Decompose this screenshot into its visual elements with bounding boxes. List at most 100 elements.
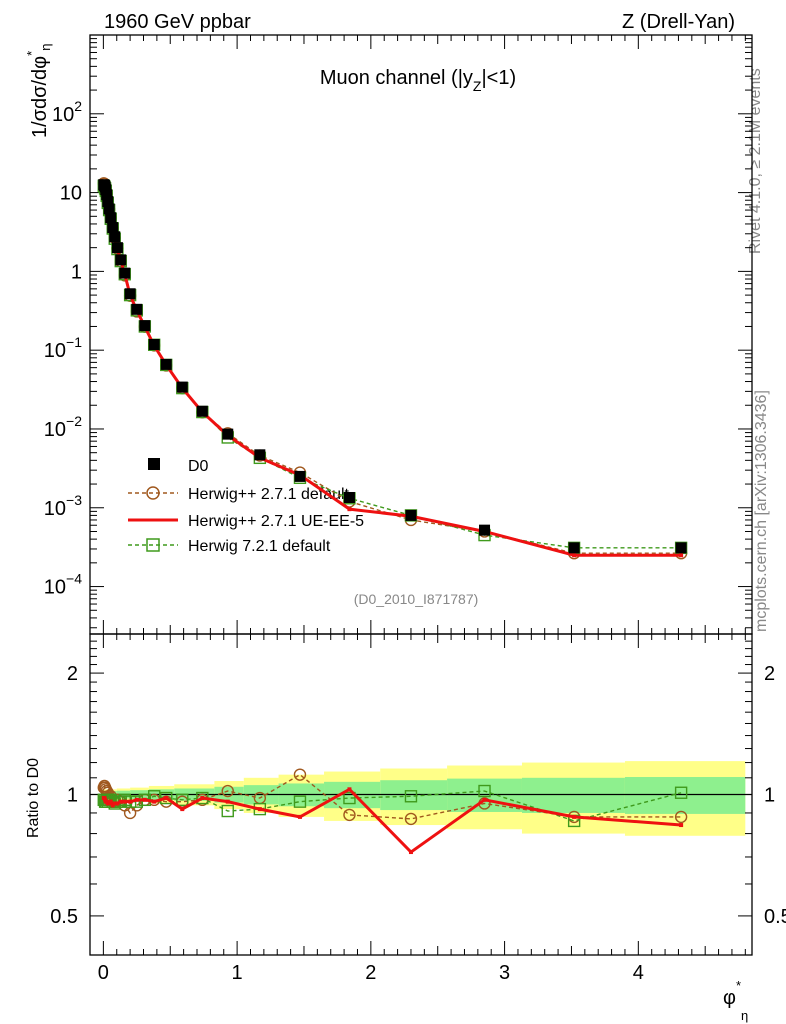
legend-marker-herwig-721-default bbox=[146, 538, 160, 552]
main-point-d0 bbox=[101, 189, 113, 201]
ratio-point-herwig-2-7-1-ue-ee-5 bbox=[225, 799, 230, 804]
x-tick-label: 0 bbox=[98, 962, 109, 984]
main-point-herwig-2-7-1-ue-ee-5 bbox=[572, 553, 577, 558]
ratio-point-herwig-2-7-1-ue-ee-5 bbox=[297, 814, 302, 819]
main-point-d0 bbox=[405, 509, 417, 521]
ratio-point-herwig-2-7-1-ue-ee-5 bbox=[134, 797, 139, 802]
main-point-d0 bbox=[568, 542, 580, 554]
main-point-d0 bbox=[107, 222, 119, 234]
main-y-tick-label: 10−1 bbox=[44, 334, 82, 362]
main-point-d0 bbox=[109, 231, 121, 243]
ratio-point-herwig-2-7-1-ue-ee-5 bbox=[164, 796, 169, 801]
main-point-d0 bbox=[102, 196, 114, 208]
main-point-d0 bbox=[105, 212, 117, 224]
legend-marker-d0 bbox=[148, 458, 160, 470]
main-y-tick-label: 1 bbox=[71, 261, 82, 283]
main-point-d0 bbox=[119, 267, 131, 279]
main-title: Muon channel (|yZ|<1) bbox=[320, 67, 516, 94]
ratio-point-herwig-2-7-1-default bbox=[343, 808, 356, 822]
ratio-point-herwig-2-7-1-ue-ee-5 bbox=[408, 850, 413, 855]
ratio-band-green bbox=[447, 778, 522, 812]
x-tick-label: 4 bbox=[633, 962, 644, 984]
main-point-d0 bbox=[343, 491, 355, 503]
main-point-d0 bbox=[196, 405, 208, 417]
main-y-tick-label: 10 bbox=[60, 183, 82, 205]
ratio-point-herwig-2-7-1-default bbox=[293, 768, 307, 781]
main-point-d0 bbox=[115, 254, 127, 266]
ratio-point-herwig-2-7-1-ue-ee-5 bbox=[180, 807, 185, 812]
ratio-y-axis-label: Ratio to D0 bbox=[25, 758, 42, 838]
ratio-point-herwig-7-2-1-default bbox=[343, 791, 356, 805]
ratio-point-herwig-2-7-1-default bbox=[221, 784, 234, 798]
ratio-y-tick-label-right: 1 bbox=[764, 785, 775, 807]
main-point-d0 bbox=[294, 470, 306, 482]
ratio-y-tick-label: 1 bbox=[67, 785, 78, 807]
main-point-d0 bbox=[131, 303, 143, 315]
ratio-point-herwig-2-7-1-ue-ee-5 bbox=[110, 803, 115, 808]
ratio-point-herwig-7-2-1-default bbox=[674, 786, 688, 799]
ratio-point-herwig-2-7-1-ue-ee-5 bbox=[152, 799, 157, 804]
main-point-d0 bbox=[222, 428, 234, 440]
ratio-y-tick-label-right: 2 bbox=[764, 663, 775, 685]
ratio-point-herwig-2-7-1-default bbox=[674, 810, 688, 824]
ratio-point-herwig-2-7-1-ue-ee-5 bbox=[112, 801, 117, 806]
legend: D0 Herwig++ 2.7.1 default Herwig++ 2.7.1… bbox=[128, 458, 364, 555]
main-y-tick-label: 10−4 bbox=[44, 571, 82, 599]
legend-marker-herwig-271-default bbox=[146, 486, 160, 500]
rivet-version-label: Rivet 4.1.0, ≥ 2.1M events bbox=[747, 68, 764, 254]
ratio-point-herwig-7-2-1-default bbox=[176, 793, 189, 807]
legend-label-d0: D0 bbox=[188, 458, 209, 475]
main-point-d0 bbox=[675, 542, 687, 554]
main-y-tick-label: 10−3 bbox=[44, 492, 82, 520]
x-tick-label: 3 bbox=[499, 962, 510, 984]
main-y-tick-label: 102 bbox=[52, 98, 82, 126]
ratio-band-green bbox=[624, 777, 746, 814]
main-y-tick-label: 10−2 bbox=[44, 413, 82, 441]
mcplots-label: mcplots.cern.ch [arXiv:1306.3436] bbox=[753, 390, 770, 632]
main-point-d0 bbox=[254, 449, 266, 461]
ratio-point-herwig-2-7-1-ue-ee-5 bbox=[572, 814, 577, 819]
x-tick-label: 2 bbox=[365, 962, 376, 984]
ratio-point-herwig-2-7-1-ue-ee-5 bbox=[118, 799, 123, 804]
ratio-point-herwig-2-7-1-ue-ee-5 bbox=[142, 797, 147, 802]
x-axis-label: φ*η bbox=[723, 978, 748, 1023]
main-point-d0 bbox=[139, 320, 151, 332]
ratio-y-tick-label-right: 0.5 bbox=[764, 906, 786, 928]
legend-label-herwig-271-ue-ee-5: Herwig++ 2.7.1 UE-EE-5 bbox=[188, 513, 364, 530]
x-tick-label: 1 bbox=[232, 962, 243, 984]
main-point-d0 bbox=[103, 203, 115, 215]
plot-layer: 102 10 1 10−1 10−2 10−3 10−4 0 1 2 3 4 0.5 0.5 1 1 2 2 bbox=[44, 34, 786, 984]
main-point-herwig-2-7-1-ue-ee-5 bbox=[679, 553, 684, 558]
ratio-point-herwig-7-2-1-default bbox=[404, 790, 418, 803]
ratio-y-tick-label: 0.5 bbox=[50, 906, 78, 928]
ratio-point-herwig-2-7-1-default bbox=[404, 812, 418, 826]
ratio-point-herwig-7-2-1-default bbox=[478, 784, 491, 798]
header-process: Z (Drell-Yan) bbox=[622, 11, 735, 33]
main-point-d0 bbox=[111, 242, 123, 254]
ratio-point-herwig-2-7-1-ue-ee-5 bbox=[200, 796, 205, 801]
ratio-point-herwig-7-2-1-default bbox=[160, 791, 173, 805]
main-point-d0 bbox=[160, 358, 172, 370]
ratio-point-herwig-2-7-1-ue-ee-5 bbox=[347, 787, 352, 792]
ratio-point-herwig-2-7-1-ue-ee-5 bbox=[108, 799, 113, 804]
ratio-point-herwig-2-7-1-ue-ee-5 bbox=[679, 823, 684, 828]
ratio-point-herwig-7-2-1-default bbox=[293, 795, 307, 808]
main-point-d0 bbox=[124, 288, 136, 300]
ratio-point-herwig-2-7-1-ue-ee-5 bbox=[128, 799, 133, 804]
analysis-watermark: (D0_2010_I871787) bbox=[354, 591, 479, 607]
main-point-d0 bbox=[148, 339, 160, 351]
main-point-herwig-2-7-1-ue-ee-5 bbox=[347, 507, 352, 512]
ratio-point-herwig-2-7-1-ue-ee-5 bbox=[122, 799, 127, 804]
ratio-point-herwig-2-7-1-ue-ee-5 bbox=[115, 801, 120, 806]
legend-label-herwig-721-default: Herwig 7.2.1 default bbox=[188, 538, 331, 555]
ratio-point-herwig-2-7-1-ue-ee-5 bbox=[257, 807, 262, 812]
ratio-y-tick-label: 2 bbox=[67, 663, 78, 685]
main-y-axis-label: 1/σdσ/dφ*η bbox=[24, 44, 53, 138]
legend-label-herwig-271-default: Herwig++ 2.7.1 default bbox=[188, 486, 350, 503]
main-point-d0 bbox=[479, 524, 491, 536]
main-point-d0 bbox=[176, 381, 188, 393]
ratio-band-green bbox=[521, 777, 625, 813]
ratio-point-herwig-2-7-1-ue-ee-5 bbox=[482, 797, 487, 802]
ratio-point-herwig-7-2-1-default bbox=[221, 804, 234, 818]
